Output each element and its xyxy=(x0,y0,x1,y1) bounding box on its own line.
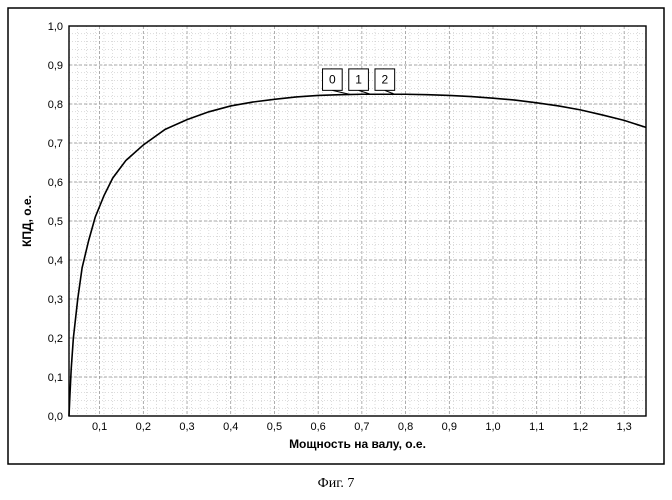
x-tick-label: 1,2 xyxy=(573,421,588,433)
y-axis-label: КПД, о.е. xyxy=(20,195,34,247)
y-tick-label: 0,3 xyxy=(48,294,63,306)
x-tick-label: 1,3 xyxy=(616,421,631,433)
x-tick-label: 0,5 xyxy=(267,421,282,433)
figure-page: { "figure": { "caption": "Фиг. 7", "oute… xyxy=(0,0,672,500)
y-tick-label: 0,8 xyxy=(48,99,63,111)
y-tick-label: 0,7 xyxy=(48,138,63,150)
callout-label: 2 xyxy=(381,73,388,87)
x-tick-label: 1,1 xyxy=(529,421,544,433)
efficiency-chart: 0,1 0,2 0,3 0,4 0,5 0,6 0,7 0,8 0,9 1,0 1,1 1,2 1,3 0… xyxy=(0,0,672,472)
y-tick-label: 0,6 xyxy=(48,177,63,189)
x-tick-label: 1,0 xyxy=(485,421,500,433)
y-tick-label: 0,0 xyxy=(48,411,63,423)
x-tick-label: 0,9 xyxy=(442,421,457,433)
x-tick-label: 0,1 xyxy=(92,421,107,433)
x-tick-label: 0,3 xyxy=(179,421,194,433)
y-tick-label: 0,5 xyxy=(48,216,63,228)
x-tick-label: 0,6 xyxy=(311,421,326,433)
figure-caption: Фиг. 7 xyxy=(0,476,672,492)
y-tick-label: 0,9 xyxy=(48,60,63,72)
callout-label: 0 xyxy=(329,73,336,87)
y-tick-label: 0,1 xyxy=(48,372,63,384)
x-tick-label: 0,7 xyxy=(354,421,369,433)
callout-label: 1 xyxy=(355,73,362,87)
y-tick-label: 0,2 xyxy=(48,333,63,345)
x-tick-label: 0,2 xyxy=(136,421,151,433)
y-tick-label: 1,0 xyxy=(48,21,63,33)
x-tick-label: 0,8 xyxy=(398,421,413,433)
x-axis-label: Мощность на валу, о.е. xyxy=(289,437,426,451)
x-tick-label: 0,4 xyxy=(223,421,238,433)
y-tick-label: 0,4 xyxy=(48,255,63,267)
